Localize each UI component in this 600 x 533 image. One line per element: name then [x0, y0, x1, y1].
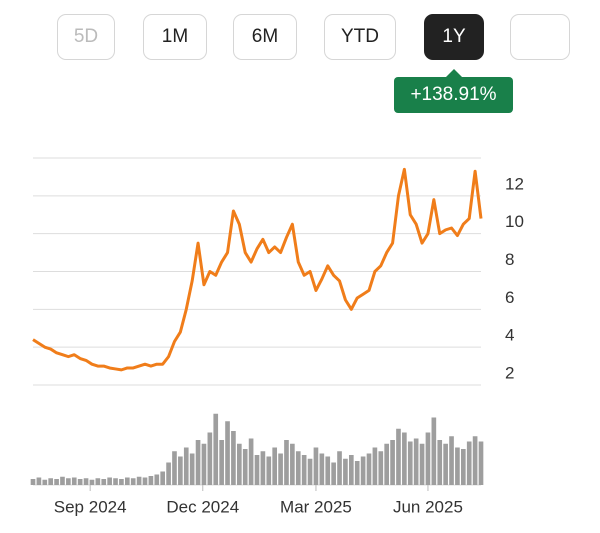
- volume-bar: [30, 479, 36, 485]
- range-button[interactable]: 1M: [143, 14, 207, 60]
- volume-bar: [313, 447, 319, 485]
- volume-bar: [201, 443, 207, 485]
- volume-bar: [413, 438, 419, 485]
- volume-bar: [478, 441, 484, 485]
- volume-bar: [407, 441, 413, 485]
- volume-bar: [207, 432, 213, 485]
- volume-bar: [172, 451, 177, 485]
- volume-bar: [225, 421, 230, 485]
- volume-bar: [183, 447, 189, 485]
- range-button[interactable]: 1Y: [424, 14, 484, 60]
- volume-bar: [331, 462, 336, 485]
- volume-bar: [189, 453, 195, 485]
- volume-bar: [142, 477, 148, 485]
- volume-bar: [278, 453, 283, 485]
- range-button[interactable]: 6M: [233, 14, 297, 60]
- x-tick-label: Sep 2024: [54, 497, 127, 516]
- volume-bar: [119, 479, 124, 485]
- volume-bar: [254, 455, 260, 485]
- volume-bar: [290, 443, 295, 485]
- volume-bar: [95, 478, 101, 485]
- volume-bar: [60, 476, 65, 485]
- volume-bar: [36, 477, 42, 485]
- volume-bar: [366, 453, 372, 485]
- volume-bar: [213, 413, 219, 485]
- volume-bar: [390, 440, 395, 485]
- volume-bar: [449, 436, 454, 485]
- volume-bar: [136, 476, 142, 485]
- volume-bar: [343, 458, 348, 485]
- volume-bar: [472, 436, 478, 485]
- volume-bar: [77, 479, 83, 485]
- volume-bar: [231, 431, 236, 485]
- more-button[interactable]: [510, 14, 570, 60]
- volume-bar: [372, 447, 378, 485]
- volume-bar: [354, 461, 360, 485]
- volume-bar: [178, 456, 183, 485]
- y-tick-label: 2: [505, 363, 514, 382]
- volume-bar: [266, 456, 272, 485]
- volume-bar: [396, 428, 401, 485]
- volume-bar: [466, 441, 472, 485]
- volume-bar: [348, 455, 354, 485]
- x-tick-label: Dec 2024: [166, 497, 239, 516]
- volume-bar: [337, 451, 342, 485]
- volume-bar: [295, 451, 301, 485]
- x-tick-label: Mar 2025: [280, 497, 352, 516]
- volume-bar: [378, 451, 384, 485]
- volume-bar: [272, 447, 278, 485]
- volume-bar: [160, 471, 166, 485]
- volume-bar: [48, 478, 54, 485]
- volume-bar: [419, 443, 425, 485]
- volume-bar: [148, 476, 154, 485]
- volume-bar: [307, 458, 313, 485]
- volume-bar: [236, 443, 242, 485]
- volume-bar: [248, 438, 254, 485]
- volume-bar: [107, 477, 112, 485]
- volume-bar: [195, 440, 201, 485]
- volume-bar: [42, 479, 48, 485]
- volume-bar: [437, 440, 443, 485]
- volume-bar: [130, 478, 136, 485]
- volume-bar: [360, 456, 366, 485]
- volume-bar: [402, 432, 407, 485]
- volume-bar: [431, 417, 437, 485]
- price-line: [32, 167, 483, 372]
- y-tick-label: 6: [505, 288, 514, 307]
- volume-bar: [242, 449, 248, 485]
- volume-bar: [425, 432, 431, 485]
- volume-bar: [124, 477, 130, 485]
- volume-bar: [113, 478, 118, 485]
- x-tick-label: Jun 2025: [393, 497, 463, 516]
- range-button[interactable]: YTD: [324, 14, 396, 60]
- range-button[interactable]: 5D: [57, 14, 115, 60]
- volume-bar: [319, 453, 325, 485]
- y-tick-label: 10: [505, 212, 524, 231]
- volume-bar: [455, 447, 460, 485]
- volume-bar: [284, 440, 289, 485]
- volume-bar: [443, 443, 448, 485]
- volume-bar: [384, 443, 390, 485]
- volume-bar: [83, 478, 89, 485]
- volume-bar: [260, 451, 266, 485]
- volume-bar: [166, 462, 171, 485]
- badge-pointer: [446, 69, 462, 77]
- y-tick-label: 12: [505, 174, 524, 193]
- volume-bar: [66, 478, 71, 485]
- y-tick-label: 8: [505, 250, 514, 269]
- volume-bar: [154, 474, 160, 485]
- volume-bar: [301, 455, 307, 485]
- change-badge: +138.91%: [394, 77, 513, 113]
- volume-bar: [54, 479, 59, 485]
- volume-bar: [325, 456, 331, 485]
- volume-bar: [460, 449, 466, 485]
- volume-bar: [89, 479, 95, 485]
- volume-bar: [101, 479, 107, 485]
- y-tick-label: 4: [505, 326, 514, 345]
- volume-bar: [219, 440, 224, 485]
- volume-bar: [71, 477, 77, 485]
